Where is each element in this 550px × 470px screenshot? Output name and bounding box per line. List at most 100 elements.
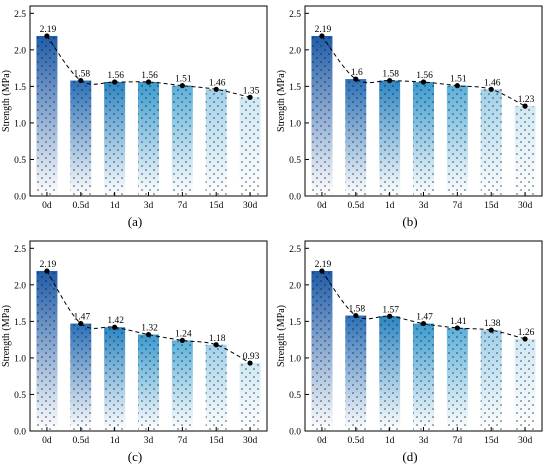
y-tick-label-0.0: 0.0 — [14, 428, 26, 438]
x-tick-label-7d: 7d — [453, 436, 463, 446]
value-label-3d: 1.56 — [141, 71, 158, 81]
panel-d: 2.19 1.58 1.57 1.47 1.41 1.38 1.26 0.0 0.5 1.0 1.5… — [275, 235, 550, 470]
x-tick-label-1d: 1d — [385, 201, 395, 211]
y-tick-label-2.0: 2.0 — [14, 46, 26, 56]
y-tick-label-2.5: 2.5 — [14, 10, 26, 20]
value-label-15d: 1.46 — [484, 78, 501, 88]
y-tick-label-0.5: 0.5 — [289, 156, 301, 166]
y-axis-label: Strength (MPa) — [1, 305, 12, 367]
point-7d — [179, 337, 185, 343]
bar-stipple-30d — [514, 106, 536, 196]
point-15d — [213, 342, 219, 348]
value-label-30d: 1.35 — [243, 86, 260, 96]
x-tick-label-15d: 15d — [209, 436, 224, 446]
value-label-1d: 1.42 — [107, 316, 124, 326]
panel-label-c: (c) — [127, 449, 143, 464]
bar-stipple-1d — [379, 316, 401, 431]
y-tick-label-1.5: 1.5 — [14, 318, 26, 328]
chart-c: 2.19 1.47 1.42 1.32 1.24 1.18 0.93 0.0 0.5 1.0 1.5… — [1, 240, 268, 446]
y-tick-label-2.0: 2.0 — [14, 281, 26, 291]
y-axis-label: Strength (MPa) — [276, 70, 287, 132]
y-tick-label-0.5: 0.5 — [289, 391, 301, 401]
y-axis-label: Strength (MPa) — [1, 70, 12, 132]
x-tick-label-0d: 0d — [42, 201, 52, 211]
value-label-1d: 1.57 — [382, 305, 399, 315]
x-tick-label-7d: 7d — [178, 436, 188, 446]
x-tick-label-0d: 0d — [317, 436, 327, 446]
panel-label-d: (d) — [402, 449, 418, 464]
x-tick-label-1d: 1d — [385, 436, 395, 446]
x-tick-label-0.5d: 0.5d — [72, 436, 89, 446]
point-7d — [454, 83, 460, 89]
bar-stipple-30d — [239, 363, 261, 431]
value-label-7d: 1.51 — [450, 75, 467, 85]
value-label-15d: 1.38 — [484, 319, 501, 329]
value-label-3d: 1.47 — [416, 313, 433, 323]
y-tick-label-1.5: 1.5 — [289, 318, 301, 328]
bar-stipple-7d — [171, 340, 193, 431]
value-label-7d: 1.41 — [450, 317, 467, 327]
bar-stipple-15d — [205, 344, 227, 431]
value-label-30d: 0.93 — [243, 352, 260, 362]
point-3d — [420, 79, 427, 85]
point-15d — [488, 327, 494, 333]
point-30d — [247, 94, 253, 100]
bar-stipple-7d — [446, 327, 468, 431]
bar-stipple-3d — [138, 82, 159, 196]
x-tick-label-30d: 30d — [518, 201, 533, 211]
value-label-1d: 1.56 — [107, 71, 124, 81]
x-tick-label-0.5d: 0.5d — [72, 201, 89, 211]
value-label-0.5d: 1.58 — [348, 305, 365, 315]
x-tick-label-30d: 30d — [243, 436, 258, 446]
bar-stipple-30d — [239, 97, 261, 196]
y-tick-label-2.0: 2.0 — [289, 46, 301, 56]
value-label-0d: 2.19 — [40, 25, 57, 35]
y-tick-label-0.5: 0.5 — [14, 156, 26, 166]
x-tick-label-3d: 3d — [144, 201, 154, 211]
bar-stipple-15d — [480, 89, 502, 196]
point-1d — [387, 313, 393, 319]
x-tick-label-1d: 1d — [110, 201, 120, 211]
bar-stipple-0d — [311, 270, 333, 431]
x-tick-label-3d: 3d — [144, 436, 154, 446]
chart-b: 2.19 1.6 1.58 1.56 1.51 1.46 1.23 0.0 0.5 1.0 1.5 2… — [276, 5, 543, 211]
bar-stipple-1d — [104, 327, 126, 431]
value-label-0.5d: 1.6 — [351, 68, 363, 78]
bar-stipple-0d — [311, 35, 333, 196]
bar-stipple-1d — [379, 80, 401, 196]
x-tick-label-3d: 3d — [419, 436, 429, 446]
value-label-7d: 1.24 — [175, 329, 192, 339]
y-tick-label-1.0: 1.0 — [14, 119, 26, 129]
y-tick-label-0.0: 0.0 — [14, 193, 26, 203]
point-0.5d — [353, 76, 359, 82]
y-tick-label-1.0: 1.0 — [289, 119, 301, 129]
value-label-0.5d: 1.58 — [73, 70, 90, 80]
chart-a: 2.19 1.58 1.56 1.56 1.51 1.46 1.35 0.0 0.5 1.0 1.5… — [1, 5, 268, 211]
x-tick-label-15d: 15d — [209, 201, 224, 211]
value-label-7d: 1.51 — [175, 75, 192, 85]
y-axis-label: Strength (MPa) — [276, 305, 287, 367]
chart-d: 2.19 1.58 1.57 1.47 1.41 1.38 1.26 0.0 0.5 1.0 1.5… — [276, 240, 543, 446]
y-tick-label-1.0: 1.0 — [289, 354, 301, 364]
point-0.5d — [353, 312, 359, 319]
bar-stipple-0.5d — [70, 80, 92, 196]
point-7d — [454, 325, 460, 331]
y-tick-label-0.0: 0.0 — [289, 428, 301, 438]
x-tick-label-7d: 7d — [178, 201, 188, 211]
x-tick-label-30d: 30d — [243, 201, 258, 211]
y-tick-label-1.5: 1.5 — [289, 83, 301, 93]
value-label-1d: 1.58 — [382, 70, 399, 80]
value-label-30d: 1.23 — [518, 95, 535, 105]
x-tick-label-15d: 15d — [484, 201, 499, 211]
value-label-0d: 2.19 — [315, 25, 332, 35]
bar-stipple-0.5d — [345, 79, 367, 196]
point-15d — [488, 86, 494, 92]
y-tick-label-2.0: 2.0 — [289, 281, 301, 291]
x-tick-label-1d: 1d — [110, 436, 120, 446]
panel-label-a: (a) — [127, 214, 143, 229]
point-0d — [319, 268, 325, 274]
value-label-3d: 1.56 — [416, 71, 433, 81]
x-tick-label-0.5d: 0.5d — [347, 201, 364, 211]
y-tick-label-0.0: 0.0 — [289, 193, 301, 203]
